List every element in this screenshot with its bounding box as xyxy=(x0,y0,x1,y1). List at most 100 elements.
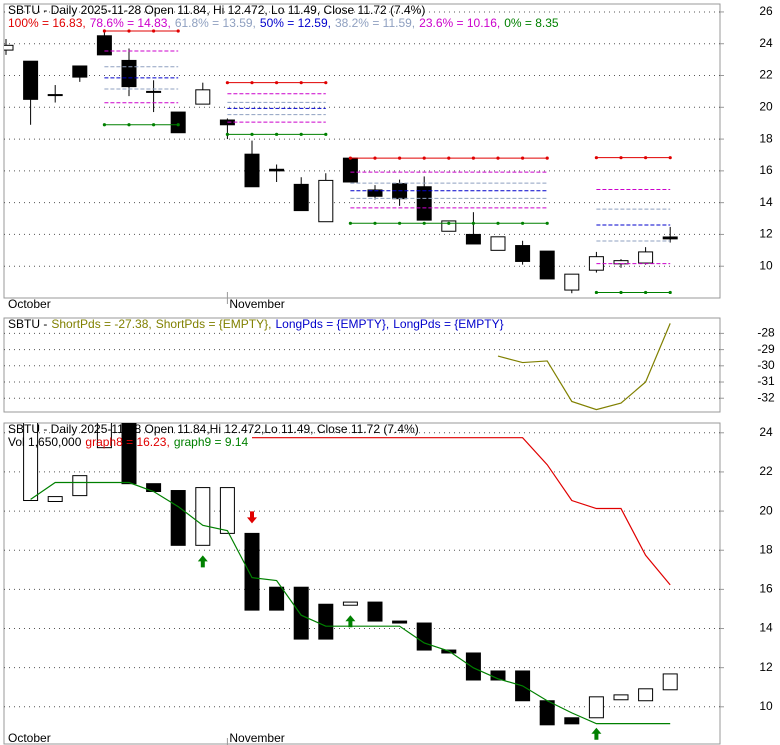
candle-body xyxy=(121,59,137,88)
candle-body xyxy=(515,245,531,262)
fib-dot xyxy=(348,221,352,225)
y-tick-label: 22 xyxy=(759,464,773,478)
candle-body xyxy=(293,183,309,212)
fib-dot xyxy=(250,132,254,136)
y-tick-label: 20 xyxy=(759,503,773,517)
title-item: ShortPds = {EMPTY}, xyxy=(156,317,272,331)
candle-body xyxy=(342,601,358,606)
title-item: 100% = 16.83, xyxy=(8,16,86,30)
title-item: LongPds = {EMPTY} xyxy=(393,317,503,331)
candle-body xyxy=(72,475,88,497)
y-tick-label: 12 xyxy=(759,227,773,241)
indicator-line xyxy=(252,437,671,586)
title-item: ShortPds = -27.38, xyxy=(51,317,151,331)
candle-body xyxy=(195,89,211,105)
plot-area xyxy=(4,323,720,411)
fib-dot xyxy=(102,29,106,33)
fib-dot xyxy=(521,156,525,160)
fib-dot xyxy=(398,221,402,225)
candle-body xyxy=(318,603,334,640)
title-item: Vol 1,650,000 xyxy=(8,435,82,449)
candle-body xyxy=(662,236,678,240)
fib-dot xyxy=(619,290,623,295)
y-tick-label: 16 xyxy=(759,582,773,596)
fib-dot xyxy=(127,123,131,127)
candle-body xyxy=(72,65,88,78)
buy-arrow xyxy=(591,727,602,740)
fib-dot xyxy=(324,132,328,136)
candle-body xyxy=(564,273,580,291)
fib-dot xyxy=(324,81,328,85)
y-tick-label: 24 xyxy=(759,36,773,50)
panel-title: Vol 1,650,000 graph8 = 16.23, graph9 = 9.1… xyxy=(8,435,249,449)
title-item: SBTU - xyxy=(8,317,47,331)
y-tick-label: 16 xyxy=(759,163,773,177)
fib-dot xyxy=(299,132,303,136)
fib-dot xyxy=(619,156,623,160)
candle-body xyxy=(47,94,63,97)
fib-dot xyxy=(545,156,549,160)
candle-body xyxy=(219,487,235,534)
y-tick-label: -31 xyxy=(757,374,775,388)
panel-frame xyxy=(3,3,721,299)
candle-body xyxy=(170,490,186,546)
line xyxy=(497,323,671,411)
y-tick-label: 22 xyxy=(759,68,773,82)
buy-arrow xyxy=(197,555,208,568)
candle-body xyxy=(195,487,211,546)
y-tick-label: -28 xyxy=(757,326,775,340)
candle-body xyxy=(638,688,654,702)
fib-dot xyxy=(250,81,254,85)
y-tick-label: 20 xyxy=(759,99,773,113)
candle-body xyxy=(367,601,383,622)
fib-dot xyxy=(176,123,180,127)
fib-dot xyxy=(422,221,426,225)
fib-dot xyxy=(644,156,648,160)
candle-body xyxy=(23,60,39,100)
candle-body xyxy=(588,696,604,719)
fib-dot xyxy=(299,81,303,85)
candle-body xyxy=(441,220,457,232)
fib-dot xyxy=(152,123,156,127)
candle-body xyxy=(244,153,260,188)
y-tick-label: 14 xyxy=(759,195,773,209)
candle-body xyxy=(392,620,408,624)
candle-body xyxy=(269,586,285,611)
plot-area xyxy=(4,423,720,740)
panel-frame xyxy=(3,317,721,413)
fib-dot xyxy=(225,81,229,85)
y-tick-label: 24 xyxy=(759,425,773,439)
y-tick-label: 18 xyxy=(759,542,773,556)
fib-dot xyxy=(496,156,500,160)
fib-dot xyxy=(447,156,451,160)
candle-body xyxy=(416,622,432,651)
candle-body xyxy=(564,717,580,725)
title-item: SBTU - Daily 2025-11-28 Open 11.84,Hi 12… xyxy=(8,422,419,436)
title-item: 50% = 12.59, xyxy=(260,16,331,30)
candle-body xyxy=(465,233,481,245)
y-tick-label: 26 xyxy=(759,4,773,18)
y-tick-label: 10 xyxy=(759,258,773,272)
x-tick-label: November xyxy=(229,297,284,311)
title-item: 0% = 8.35 xyxy=(504,16,559,30)
fib-dot xyxy=(373,221,377,225)
candle-body xyxy=(539,250,555,280)
fib-dot xyxy=(152,29,156,33)
fib-dot xyxy=(127,29,131,33)
fib-dot xyxy=(225,132,229,136)
title-item: graph8 = 16.23, xyxy=(85,435,169,449)
fib-dot xyxy=(594,156,599,160)
title-item: SBTU - Daily 2025-11-28 Open 11.84, Hi 1… xyxy=(8,3,425,17)
y-tick-label: 18 xyxy=(759,131,773,145)
y-tick-label: 14 xyxy=(759,621,773,635)
candle-body xyxy=(96,423,112,449)
y-tick-label: -29 xyxy=(757,342,775,356)
candle-body xyxy=(416,186,432,221)
title-item: 38.2% = 11.59, xyxy=(335,16,415,30)
x-tick-label: November xyxy=(229,731,284,745)
sell-arrow xyxy=(247,511,257,524)
title-item: 78.6% = 14.83, xyxy=(90,16,171,30)
candle-body xyxy=(465,652,481,681)
fib-dot xyxy=(275,132,279,136)
